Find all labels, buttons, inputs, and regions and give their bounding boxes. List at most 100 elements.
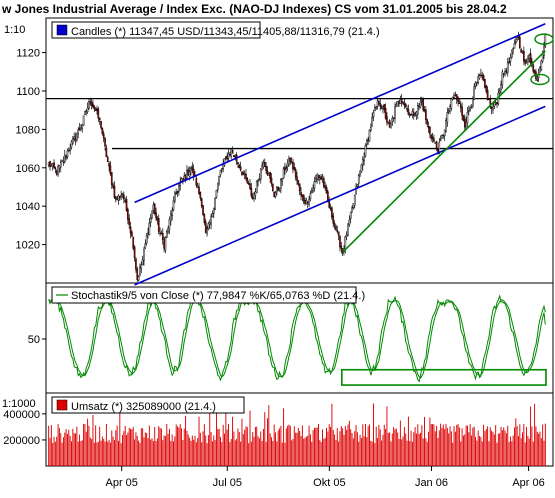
volume-bar	[499, 433, 501, 466]
volume-bar	[178, 427, 180, 466]
candle-body	[57, 166, 59, 175]
volume-bar	[92, 415, 94, 466]
candle-body	[434, 142, 437, 144]
candle-body	[426, 119, 429, 125]
volume-bar	[112, 436, 114, 466]
candle-body	[195, 178, 198, 186]
candle-body	[340, 246, 343, 249]
candle-body	[486, 89, 489, 101]
volume-bar	[405, 433, 407, 466]
volume-bar	[544, 423, 546, 466]
candle-body	[347, 223, 349, 236]
candle-body	[140, 264, 143, 269]
candle-body	[336, 230, 339, 232]
candle-body	[110, 172, 113, 185]
volume-bar	[395, 428, 397, 466]
volume-bar	[203, 424, 205, 466]
candle-body	[380, 106, 383, 109]
candle-body	[391, 117, 394, 122]
volume-bar	[434, 431, 436, 466]
candle-body	[357, 174, 360, 184]
candle-body	[216, 182, 219, 190]
candle-body	[81, 124, 84, 129]
candle-body	[430, 134, 433, 139]
candle-body	[266, 170, 269, 175]
candle-body	[446, 112, 449, 123]
candle-body	[151, 211, 153, 218]
candle-body	[344, 236, 347, 249]
candle-body	[459, 104, 462, 108]
volume-bar	[256, 426, 258, 466]
candle-body	[254, 191, 257, 196]
candle-body	[265, 166, 267, 171]
candle-body	[139, 266, 141, 276]
candle-body	[174, 192, 176, 202]
candle-body	[536, 78, 539, 81]
volume-bar	[469, 424, 471, 466]
volume-bar	[205, 435, 207, 466]
candle-body	[229, 154, 231, 156]
volume-bar	[234, 440, 236, 466]
candle-body	[144, 243, 147, 249]
candle-body	[443, 129, 446, 137]
volume-bar	[264, 412, 266, 466]
volume-y-tick-label: 400000	[3, 409, 40, 421]
volume-bar	[526, 427, 528, 466]
candle-body	[324, 185, 327, 188]
volume-bar	[415, 433, 417, 466]
volume-bar	[522, 432, 523, 466]
candle-body	[148, 222, 151, 236]
candle-body	[187, 169, 190, 176]
candle-body	[114, 196, 117, 200]
volume-bar	[69, 435, 71, 466]
volume-bar	[190, 440, 192, 466]
candle-body	[305, 200, 308, 205]
volume-bar	[381, 440, 383, 466]
volume-bar	[154, 427, 156, 466]
volume-bar	[340, 426, 342, 466]
candle-body	[399, 99, 402, 104]
candle-body	[109, 165, 112, 175]
volume-bar	[122, 434, 123, 466]
volume-bar	[339, 431, 341, 466]
volume-bar	[131, 429, 133, 466]
volume-legend-swatch	[56, 399, 68, 411]
stochastic-oversold-box	[341, 368, 547, 386]
volume-bar	[183, 428, 185, 466]
volume-bar	[385, 428, 387, 466]
candle-body	[431, 136, 434, 139]
candle-body	[480, 73, 482, 76]
volume-bar	[198, 416, 200, 466]
volume-bar	[83, 423, 85, 466]
candle-body	[364, 145, 367, 157]
volume-bar	[202, 431, 204, 466]
volume-bar	[233, 431, 235, 466]
candle-body	[73, 136, 75, 140]
volume-bar	[100, 440, 102, 466]
volume-bar	[253, 436, 255, 466]
volume-bar	[215, 409, 217, 466]
candle-body	[131, 231, 133, 237]
candle-body	[400, 98, 403, 103]
x-tick-label: Okt 05	[313, 477, 345, 489]
candle-body	[255, 180, 258, 194]
volume-bar	[158, 426, 160, 466]
stochastic-legend-label: Stochastik9/5 von Close (*) 77,9847 %K/6…	[71, 290, 365, 302]
candle-body	[398, 101, 400, 104]
volume-bar	[81, 440, 83, 466]
candle-body	[312, 187, 314, 191]
candle-body	[230, 148, 233, 157]
volume-bar	[508, 441, 510, 466]
candle-body	[510, 50, 513, 58]
candle-body	[88, 101, 90, 109]
candle-body	[204, 221, 207, 233]
volume-bar	[497, 433, 499, 466]
candle-body	[329, 207, 332, 210]
price-y-tick-label: 1120	[16, 48, 40, 60]
candle-body	[407, 109, 410, 115]
candle-body	[270, 177, 273, 184]
volume-bar	[485, 429, 487, 466]
volume-bar	[169, 428, 170, 466]
volume-bar	[115, 430, 117, 466]
volume-bar	[371, 441, 373, 466]
